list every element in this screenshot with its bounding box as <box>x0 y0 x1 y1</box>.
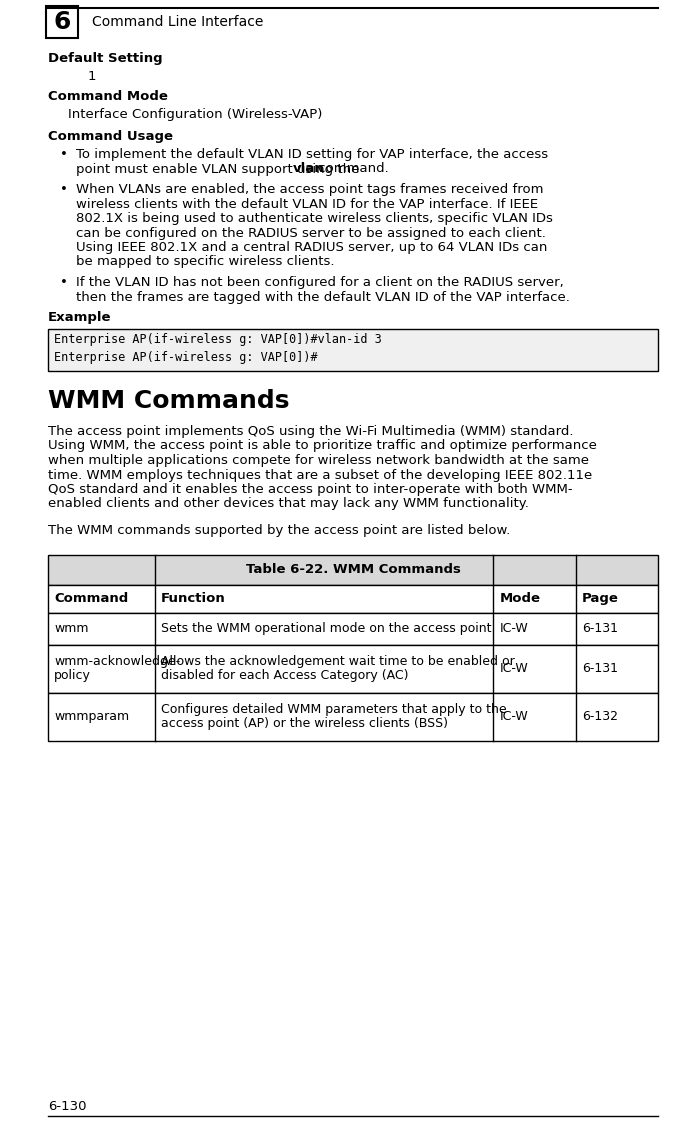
Bar <box>48 555 658 584</box>
Text: 6-132: 6-132 <box>582 710 617 723</box>
Text: command.: command. <box>314 162 389 176</box>
Text: time. WMM employs techniques that are a subset of the developing IEEE 802.11e: time. WMM employs techniques that are a … <box>48 468 592 482</box>
Text: 6-131: 6-131 <box>582 662 617 675</box>
Text: 6: 6 <box>54 10 71 34</box>
Text: wireless clients with the default VLAN ID for the VAP interface. If IEEE: wireless clients with the default VLAN I… <box>76 197 538 211</box>
Text: •: • <box>60 276 68 289</box>
Text: disabled for each Access Category (AC): disabled for each Access Category (AC) <box>161 669 408 681</box>
Text: Configures detailed WMM parameters that apply to the: Configures detailed WMM parameters that … <box>161 704 506 716</box>
Text: Sets the WMM operational mode on the access point: Sets the WMM operational mode on the acc… <box>161 622 491 635</box>
Text: when multiple applications compete for wireless network bandwidth at the same: when multiple applications compete for w… <box>48 453 589 467</box>
Text: point must enable VLAN support using the: point must enable VLAN support using the <box>76 162 364 176</box>
Text: Interface Configuration (Wireless-VAP): Interface Configuration (Wireless-VAP) <box>68 108 322 121</box>
Text: 1: 1 <box>88 70 97 83</box>
Text: Enterprise AP(if-wireless g: VAP[0])#: Enterprise AP(if-wireless g: VAP[0])# <box>54 351 318 364</box>
Text: vlan: vlan <box>292 162 324 176</box>
Text: Using WMM, the access point is able to prioritize traffic and optimize performan: Using WMM, the access point is able to p… <box>48 440 597 452</box>
Text: Using IEEE 802.1X and a central RADIUS server, up to 64 VLAN IDs can: Using IEEE 802.1X and a central RADIUS s… <box>76 241 547 254</box>
Text: IC-W: IC-W <box>499 710 528 723</box>
Text: Command Mode: Command Mode <box>48 90 168 103</box>
Text: When VLANs are enabled, the access point tags frames received from: When VLANs are enabled, the access point… <box>76 183 543 196</box>
Text: Enterprise AP(if-wireless g: VAP[0])#vlan-id 3: Enterprise AP(if-wireless g: VAP[0])#vla… <box>54 333 381 346</box>
Bar <box>48 613 658 644</box>
Text: IC-W: IC-W <box>499 662 528 675</box>
Text: WMM Commands: WMM Commands <box>48 389 289 413</box>
Text: Command: Command <box>54 592 128 605</box>
Text: enabled clients and other devices that may lack any WMM functionality.: enabled clients and other devices that m… <box>48 497 529 511</box>
Bar <box>48 693 658 740</box>
Text: wmm-acknowledge-: wmm-acknowledge- <box>54 655 180 669</box>
Text: To implement the default VLAN ID setting for VAP interface, the access: To implement the default VLAN ID setting… <box>76 148 548 161</box>
Text: 802.1X is being used to authenticate wireless clients, specific VLAN IDs: 802.1X is being used to authenticate wir… <box>76 212 553 224</box>
Text: QoS standard and it enables the access point to inter-operate with both WMM-: QoS standard and it enables the access p… <box>48 483 573 496</box>
Text: Page: Page <box>582 592 619 605</box>
Text: access point (AP) or the wireless clients (BSS): access point (AP) or the wireless client… <box>161 716 448 730</box>
Bar <box>48 644 658 693</box>
Text: policy: policy <box>54 669 91 681</box>
Text: 6-131: 6-131 <box>582 622 617 635</box>
Text: wmmparam: wmmparam <box>54 710 129 723</box>
Text: The WMM commands supported by the access point are listed below.: The WMM commands supported by the access… <box>48 525 510 537</box>
Text: Function: Function <box>161 592 226 605</box>
Text: •: • <box>60 183 68 196</box>
Text: Allows the acknowledgement wait time to be enabled or: Allows the acknowledgement wait time to … <box>161 655 514 669</box>
Text: Command Line Interface: Command Line Interface <box>92 15 263 29</box>
Bar <box>48 584 658 613</box>
Text: wmm: wmm <box>54 622 88 635</box>
Text: Mode: Mode <box>499 592 541 605</box>
Text: Example: Example <box>48 311 112 324</box>
Text: Table 6-22. WMM Commands: Table 6-22. WMM Commands <box>246 563 460 576</box>
Text: Default Setting: Default Setting <box>48 52 163 65</box>
Text: then the frames are tagged with the default VLAN ID of the VAP interface.: then the frames are tagged with the defa… <box>76 291 570 303</box>
Text: IC-W: IC-W <box>499 622 528 635</box>
Text: 6-130: 6-130 <box>48 1100 86 1113</box>
Text: Command Usage: Command Usage <box>48 130 173 143</box>
Text: •: • <box>60 148 68 161</box>
Text: The access point implements QoS using the Wi-Fi Multimedia (WMM) standard.: The access point implements QoS using th… <box>48 425 573 438</box>
Text: can be configured on the RADIUS server to be assigned to each client.: can be configured on the RADIUS server t… <box>76 227 546 239</box>
Bar <box>46 6 78 38</box>
Bar <box>48 329 658 371</box>
Text: If the VLAN ID has not been configured for a client on the RADIUS server,: If the VLAN ID has not been configured f… <box>76 276 564 289</box>
Text: be mapped to specific wireless clients.: be mapped to specific wireless clients. <box>76 256 335 268</box>
